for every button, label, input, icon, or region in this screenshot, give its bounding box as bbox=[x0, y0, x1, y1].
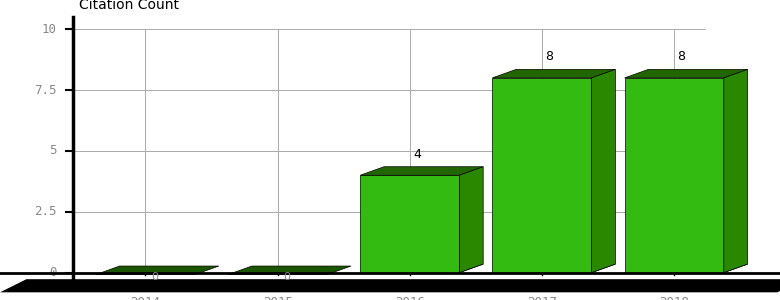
Text: Citation Count: Citation Count bbox=[80, 0, 179, 12]
Text: 2017: 2017 bbox=[527, 296, 557, 300]
Text: 0: 0 bbox=[49, 266, 57, 279]
Polygon shape bbox=[625, 78, 724, 273]
Text: 5: 5 bbox=[49, 144, 57, 158]
Polygon shape bbox=[492, 69, 615, 78]
Polygon shape bbox=[96, 266, 219, 275]
Text: 8: 8 bbox=[545, 50, 553, 63]
Text: 4: 4 bbox=[413, 148, 421, 160]
Text: 8: 8 bbox=[677, 50, 686, 63]
Polygon shape bbox=[360, 175, 459, 273]
Text: 2.5: 2.5 bbox=[34, 205, 57, 218]
Polygon shape bbox=[591, 69, 615, 273]
Text: 0: 0 bbox=[284, 272, 291, 282]
Polygon shape bbox=[360, 167, 483, 175]
Text: 2015: 2015 bbox=[263, 296, 292, 300]
Text: 2014: 2014 bbox=[130, 296, 161, 300]
Polygon shape bbox=[459, 167, 483, 273]
Polygon shape bbox=[625, 69, 747, 78]
Polygon shape bbox=[360, 264, 483, 273]
Text: 2018: 2018 bbox=[659, 296, 690, 300]
Polygon shape bbox=[492, 78, 591, 273]
Text: 7.5: 7.5 bbox=[34, 84, 57, 97]
Text: 10: 10 bbox=[42, 23, 57, 36]
Polygon shape bbox=[625, 264, 747, 273]
Polygon shape bbox=[228, 266, 351, 275]
Polygon shape bbox=[724, 69, 747, 273]
Text: Time: Time bbox=[778, 272, 780, 285]
Text: 2016: 2016 bbox=[395, 296, 425, 300]
Polygon shape bbox=[492, 264, 615, 273]
Polygon shape bbox=[0, 279, 780, 292]
Text: 0: 0 bbox=[151, 272, 158, 282]
